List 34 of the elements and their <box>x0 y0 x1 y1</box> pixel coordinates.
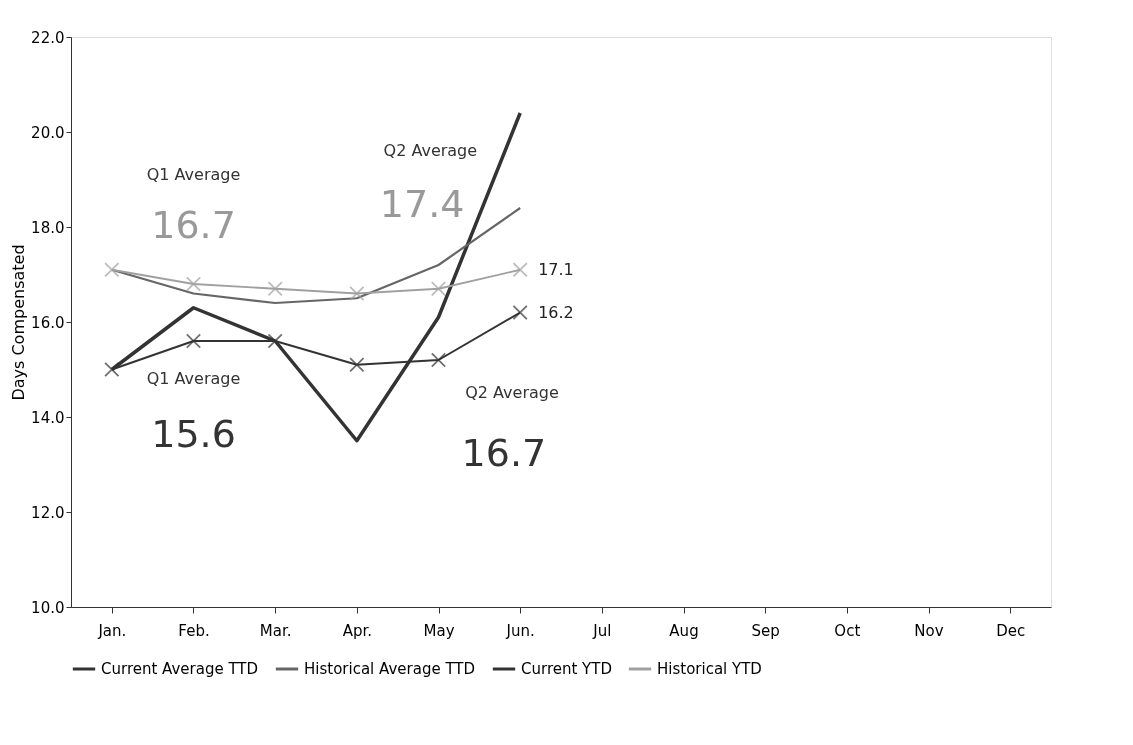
annotation: 15.6 <box>151 412 236 456</box>
x-tick-label: Jun. <box>505 621 535 640</box>
annotation: 16.7 <box>461 431 547 475</box>
x-tick-label: Nov <box>914 621 944 640</box>
legend-label: Current YTD <box>521 660 612 678</box>
annotation: Q1 Average <box>146 164 241 184</box>
annotation: Q1 Average <box>146 369 241 388</box>
y-axis-title: Days Compensated <box>9 244 29 401</box>
y-tick-label: 20.0 <box>31 123 65 142</box>
x-tick-label: May <box>423 621 455 640</box>
legend-label: Historical Average TTD <box>304 660 476 678</box>
legend-label: Historical YTD <box>657 660 762 678</box>
x-tick-label: Apr. <box>342 621 373 640</box>
y-tick-label: 10.0 <box>31 598 65 617</box>
x-tick-label: Jan. <box>97 621 127 640</box>
y-tick-label: 14.0 <box>31 408 65 427</box>
x-tick-label: Oct <box>834 621 861 640</box>
data-label: 17.1 <box>538 259 574 279</box>
y-tick-label: 12.0 <box>31 503 65 522</box>
annotation: 16.7 <box>151 203 236 247</box>
annotation: Q2 Average <box>383 141 478 160</box>
annotation: Q2 Average <box>465 383 559 403</box>
annotation: 17.4 <box>379 181 465 226</box>
x-tick-label: Aug <box>669 621 699 640</box>
legend-label: Current Average TTD <box>101 660 259 678</box>
y-tick-label: 18.0 <box>31 218 65 237</box>
data-label: 16.2 <box>538 302 574 322</box>
y-tick-label: 22.0 <box>31 28 65 47</box>
y-tick-label: 16.0 <box>31 313 65 332</box>
x-tick-label: Dec <box>996 621 1026 640</box>
x-tick-label: Sep <box>751 621 780 640</box>
x-tick-label: Jul <box>592 621 612 640</box>
x-tick-label: Mar. <box>259 621 292 640</box>
x-tick-label: Feb. <box>178 621 210 640</box>
